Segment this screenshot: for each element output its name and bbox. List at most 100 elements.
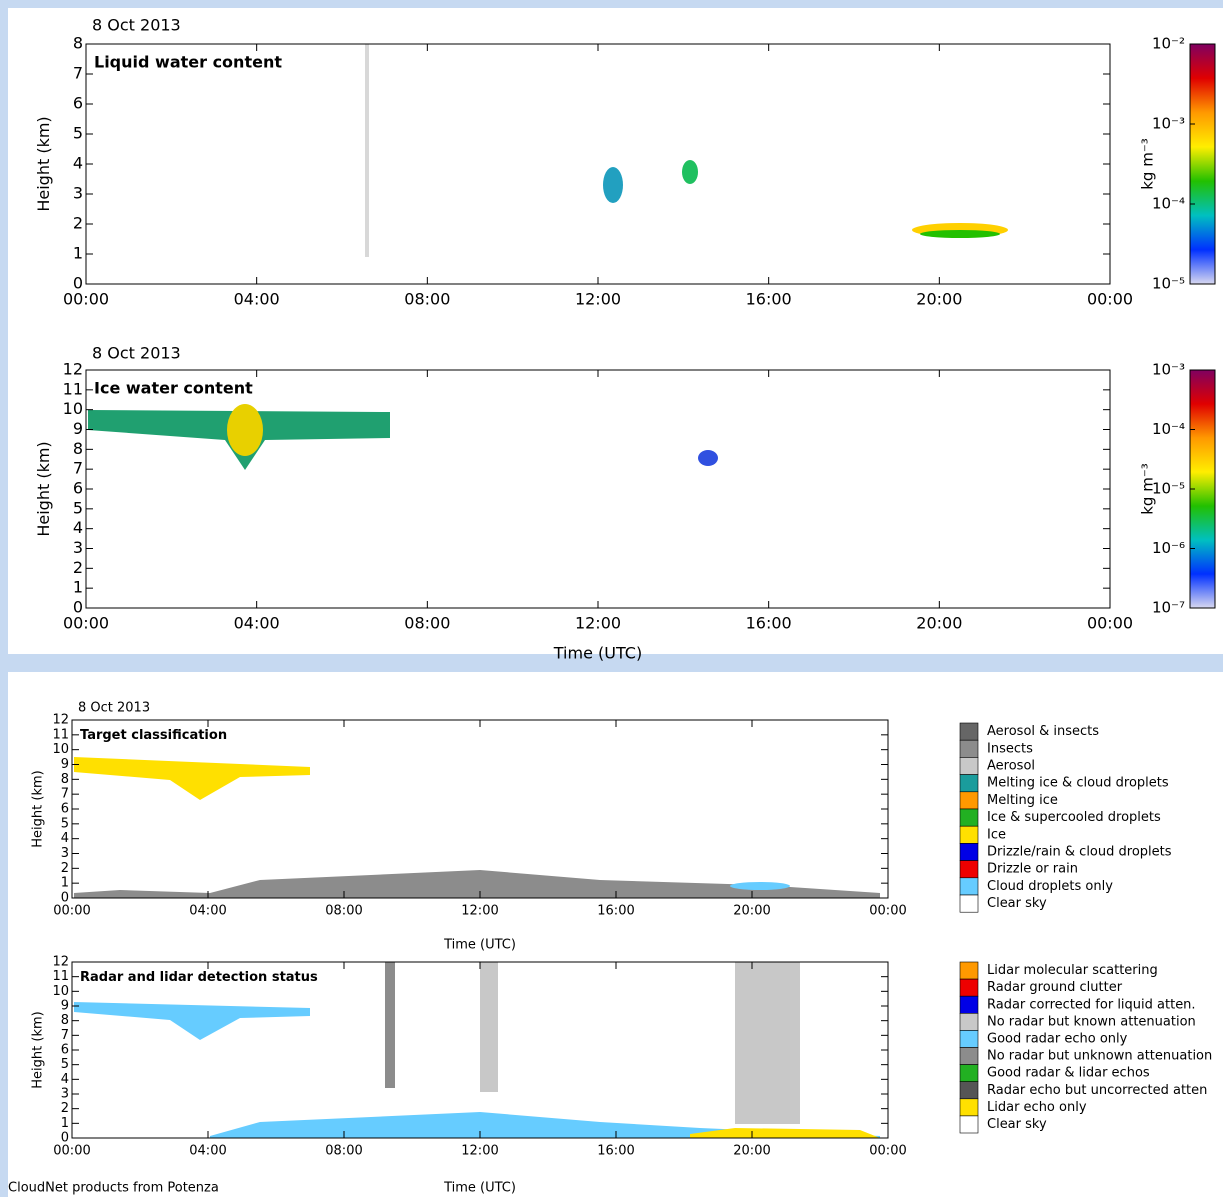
y-tick-label: 3 bbox=[61, 846, 69, 861]
y-tick-label: 6 bbox=[61, 1043, 69, 1058]
legend-swatch bbox=[959, 961, 979, 980]
y-tick-label: 11 bbox=[63, 379, 83, 398]
y-tick-label: 7 bbox=[73, 459, 83, 478]
x-tick-label: 20:00 bbox=[733, 904, 770, 919]
y-tick-label: 0 bbox=[61, 891, 69, 906]
colorbar-tick-label: 10⁻⁵ bbox=[1152, 480, 1185, 498]
x-tick-label: 16:00 bbox=[597, 1144, 634, 1159]
x-tick-label: 12:00 bbox=[461, 1144, 498, 1159]
echo bbox=[74, 757, 310, 800]
legend-label: Radar ground clutter bbox=[987, 980, 1123, 995]
legend-swatch bbox=[959, 1047, 979, 1065]
echo bbox=[385, 962, 395, 1088]
footer: CloudNet products from Potenza bbox=[8, 1181, 219, 1196]
echo-shapes bbox=[74, 44, 1008, 1138]
x-tick-label: 00:00 bbox=[53, 1144, 90, 1159]
y-tick-label: 0 bbox=[61, 1131, 69, 1146]
legend-swatch bbox=[959, 978, 979, 997]
date-label: 8 Oct 2013 bbox=[92, 344, 181, 363]
legend-label: Ice & supercooled droplets bbox=[987, 810, 1161, 825]
x-tick-label: 20:00 bbox=[916, 614, 962, 633]
x-tick-label: 00:00 bbox=[53, 904, 90, 919]
x-tick-label: 16:00 bbox=[746, 290, 792, 309]
legend-label: Melting ice & cloud droplets bbox=[987, 776, 1169, 791]
x-tick-label: 00:00 bbox=[869, 1144, 906, 1159]
legend-swatch bbox=[959, 808, 979, 827]
legend-swatch bbox=[959, 843, 979, 861]
y-tick-label: 4 bbox=[73, 518, 83, 537]
legend-label: No radar but unknown attenuation bbox=[987, 1049, 1212, 1064]
y-axis-label: Height (km) bbox=[34, 441, 53, 536]
y-tick-label: 2 bbox=[61, 861, 69, 876]
x-tick-label: 16:00 bbox=[597, 904, 634, 919]
echo bbox=[920, 230, 1000, 238]
x-tick-label: 00:00 bbox=[63, 614, 109, 633]
y-tick-label: 12 bbox=[52, 713, 69, 728]
echo bbox=[227, 404, 263, 456]
y-tick-label: 1 bbox=[73, 244, 83, 263]
chart: 00:00 04:00 08:00 12:00 16:00 20:00 00:0001234… bbox=[34, 344, 1216, 663]
y-tick-label: 8 bbox=[73, 439, 83, 458]
legend-label: Clear sky bbox=[987, 896, 1047, 911]
y-tick-label: 1 bbox=[61, 876, 69, 891]
y-tick-label: 4 bbox=[61, 831, 69, 846]
x-axis-label: Time (UTC) bbox=[443, 938, 516, 953]
y-tick-label: 6 bbox=[61, 802, 69, 817]
x-axis-label: Time (UTC) bbox=[443, 1181, 516, 1196]
x-axis-label: Time (UTC) bbox=[553, 644, 642, 663]
legend-label: Good radar echo only bbox=[987, 1031, 1128, 1046]
legend-label: Cloud droplets only bbox=[987, 879, 1113, 894]
y-tick-label: 5 bbox=[73, 498, 83, 517]
x-tick-label: 04:00 bbox=[189, 904, 226, 919]
x-tick-label: 16:00 bbox=[746, 614, 792, 633]
y-tick-label: 3 bbox=[73, 538, 83, 557]
panel-title: Radar and lidar detection status bbox=[80, 970, 318, 985]
legend-label: Drizzle or rain bbox=[987, 862, 1078, 877]
colorbar-tick-label: 10⁻⁷ bbox=[1152, 599, 1185, 617]
x-tick-label: 08:00 bbox=[325, 904, 362, 919]
chart: 00:00 04:00 08:00 12:00 16:00 20:00 00:0001234… bbox=[31, 701, 1172, 953]
panel-title: Ice water content bbox=[94, 379, 253, 398]
x-tick-label: 12:00 bbox=[575, 290, 621, 309]
y-tick-label: 3 bbox=[73, 184, 83, 203]
lower-panel bbox=[8, 672, 1223, 1197]
legend-label: Lidar echo only bbox=[987, 1100, 1087, 1115]
colorbar-label: kg m⁻³ bbox=[1139, 463, 1157, 515]
panel-title: Liquid water content bbox=[94, 53, 282, 72]
legend-swatch bbox=[959, 739, 979, 758]
echo bbox=[603, 167, 623, 203]
y-tick-label: 1 bbox=[61, 1116, 69, 1131]
colorbar-label: kg m⁻³ bbox=[1139, 138, 1157, 190]
x-tick-label: 04:00 bbox=[189, 1144, 226, 1159]
x-tick-label: 08:00 bbox=[404, 290, 450, 309]
echo bbox=[690, 1128, 880, 1138]
y-tick-label: 7 bbox=[61, 787, 69, 802]
y-tick-label: 10 bbox=[52, 984, 69, 999]
x-tick-label: 12:00 bbox=[575, 614, 621, 633]
legend-swatch bbox=[959, 860, 979, 879]
y-tick-label: 1 bbox=[73, 578, 83, 597]
legend-swatch bbox=[959, 774, 979, 793]
legend-swatch bbox=[959, 1115, 979, 1134]
chart: 00:00 04:00 08:00 12:00 16:00 20:00 00:0001234… bbox=[34, 16, 1216, 309]
y-tick-label: 12 bbox=[52, 955, 69, 970]
x-tick-label: 04:00 bbox=[234, 290, 280, 309]
legend-swatch bbox=[959, 825, 979, 844]
y-axis-label: Height (km) bbox=[31, 1011, 46, 1088]
y-axis-label: Height (km) bbox=[34, 116, 53, 211]
upper-panel bbox=[8, 8, 1223, 654]
colorbar-tick-label: 10⁻⁴ bbox=[1152, 195, 1185, 213]
colorbar-tick-label: 10⁻² bbox=[1152, 35, 1185, 53]
legend-label: Radar corrected for liquid atten. bbox=[987, 997, 1196, 1012]
legend-label: Insects bbox=[987, 741, 1033, 756]
echo bbox=[698, 450, 718, 466]
y-tick-label: 3 bbox=[61, 1087, 69, 1102]
legend-label: No radar but known attenuation bbox=[987, 1014, 1196, 1029]
y-tick-label: 8 bbox=[61, 772, 69, 787]
y-tick-label: 5 bbox=[61, 1057, 69, 1072]
x-tick-label: 20:00 bbox=[916, 290, 962, 309]
echo bbox=[730, 882, 790, 890]
legend-label: Drizzle/rain & cloud droplets bbox=[987, 845, 1172, 860]
colorbar-tick-label: 10⁻³ bbox=[1152, 115, 1185, 133]
